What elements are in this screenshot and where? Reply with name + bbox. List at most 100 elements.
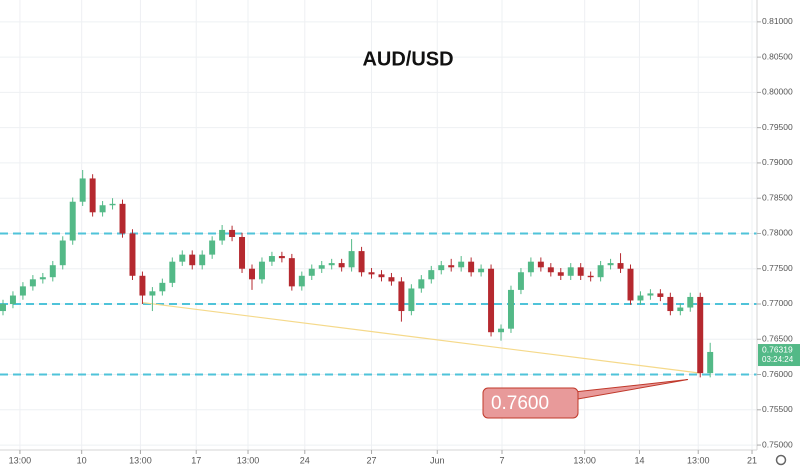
- y-tick-label: 0.80000: [762, 87, 793, 97]
- candle-body: [179, 254, 186, 262]
- candle-body: [258, 261, 265, 280]
- x-tick-label: 13:00: [573, 455, 596, 465]
- candle-body: [318, 265, 325, 269]
- candle-body: [49, 265, 56, 278]
- y-tick-label: 0.76500: [762, 334, 793, 344]
- annotation-label: 0.7600: [491, 393, 549, 414]
- candle-body: [627, 268, 634, 301]
- last-price-box: [758, 344, 800, 367]
- candle-body: [587, 275, 594, 278]
- candle-body: [478, 268, 485, 273]
- countdown-label: 03:24:24: [762, 355, 794, 364]
- candle-body: [199, 254, 206, 266]
- candle-body: [69, 201, 76, 241]
- candle-body: [9, 295, 16, 304]
- x-tick-label: 13:00: [237, 455, 260, 465]
- y-tick-label: 0.80500: [762, 51, 793, 61]
- annotation: 0.7600: [482, 379, 689, 419]
- candle-body: [169, 261, 176, 283]
- plot-area: [0, 169, 757, 378]
- candle-body: [607, 263, 614, 266]
- candle-body: [278, 256, 285, 259]
- candle-body: [707, 351, 714, 374]
- candle-body: [448, 265, 455, 268]
- y-tick-label: 0.79000: [762, 157, 793, 167]
- candle-body: [99, 205, 106, 213]
- trend-line: [142, 301, 701, 374]
- candle-body: [239, 236, 246, 269]
- candle-body: [577, 267, 584, 276]
- x-tick-label: 27: [367, 455, 377, 465]
- x-tick-label: 14: [634, 455, 644, 465]
- y-tick-label: 0.79500: [762, 122, 793, 132]
- candle-body: [328, 263, 335, 266]
- candle-body: [617, 263, 624, 269]
- settings-icon[interactable]: [775, 454, 787, 466]
- y-tick-label: 0.78500: [762, 192, 793, 202]
- x-tick-label: 17: [191, 455, 201, 465]
- candle-body: [398, 281, 405, 312]
- candle-body: [647, 293, 654, 296]
- candle-body: [209, 240, 216, 255]
- candle-body: [498, 328, 505, 333]
- candle-body: [597, 265, 604, 278]
- candle-body: [338, 263, 345, 268]
- x-tick-label: 24: [300, 455, 310, 465]
- candle-body: [59, 240, 66, 266]
- candle-body: [428, 270, 435, 280]
- y-tick-label: 0.77000: [762, 298, 793, 308]
- candle-body: [159, 282, 166, 292]
- candle-body: [89, 178, 96, 213]
- y-tick-label: 0.76000: [762, 369, 793, 379]
- x-tick-label: 7: [500, 455, 505, 465]
- candle-body: [657, 293, 664, 297]
- candle-body: [388, 277, 395, 282]
- y-tick-label: 0.75000: [762, 439, 793, 449]
- candle-body: [189, 254, 196, 266]
- candle-body: [129, 233, 136, 276]
- candle-body: [39, 277, 46, 280]
- candle-body: [697, 296, 704, 374]
- candle-body: [229, 229, 236, 237]
- candle-body: [468, 261, 475, 273]
- candle-body: [288, 258, 295, 287]
- y-tick-label: 0.75500: [762, 404, 793, 414]
- annotation-box: [482, 387, 579, 419]
- candle-body: [368, 272, 375, 275]
- candle-body: [458, 261, 465, 268]
- candle-body: [517, 272, 524, 290]
- candle-body: [667, 296, 674, 312]
- x-tick-label: 21: [747, 455, 757, 465]
- candle-body: [109, 203, 116, 206]
- candle-body: [677, 307, 684, 312]
- candle-body: [547, 267, 554, 273]
- x-tick-label: 10: [77, 455, 87, 465]
- y-tick-label: 0.78000: [762, 228, 793, 238]
- y-tick-label: 0.81000: [762, 16, 793, 26]
- last-price-label: 0.76319: [762, 344, 793, 354]
- candle-body: [567, 267, 574, 276]
- candle-body: [308, 268, 315, 276]
- x-tick-label: Jun: [430, 455, 445, 465]
- x-tick-label: 13:00: [9, 455, 32, 465]
- candle-body: [268, 256, 275, 262]
- candle-body: [507, 289, 514, 329]
- candle-body: [527, 261, 534, 273]
- candle-body: [637, 295, 644, 301]
- y-tick-label: 0.77500: [762, 263, 793, 273]
- candle-body: [249, 268, 255, 280]
- candle-body: [119, 203, 126, 234]
- candle-body: [358, 251, 365, 273]
- chart-title: AUD/USD: [362, 48, 453, 70]
- settings-gear[interactable]: [775, 454, 787, 466]
- candle-body: [19, 286, 26, 296]
- candle-body: [537, 261, 544, 268]
- candle-body: [0, 303, 6, 312]
- candle-body: [687, 296, 694, 308]
- candle-body: [139, 275, 146, 296]
- candle-body: [348, 251, 355, 268]
- candle-body: [219, 229, 226, 241]
- candle-body: [298, 275, 305, 287]
- candle-body: [149, 291, 156, 296]
